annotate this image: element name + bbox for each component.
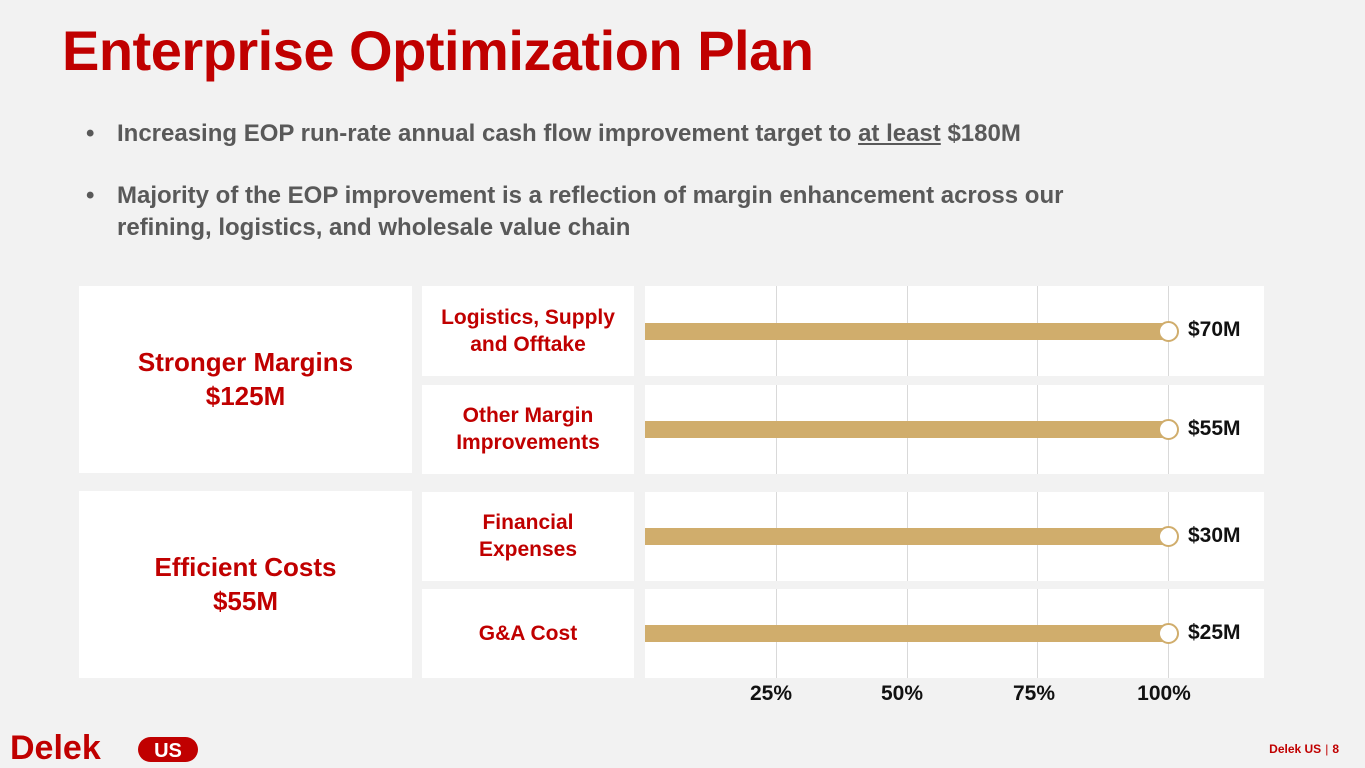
chart-row-logistics: $70M <box>645 286 1264 376</box>
bar-end-marker <box>1157 526 1179 547</box>
bullet-text-line2: refining, logistics, and wholesale value… <box>117 214 631 241</box>
bullet-text-before: Increasing EOP run-rate annual cash flow… <box>117 120 859 147</box>
bullet-item-target: • Increasing EOP run-rate annual cash fl… <box>86 118 1236 150</box>
category-name: Stronger Margins <box>137 347 354 377</box>
chart-row-ga: $25M <box>645 589 1264 678</box>
footer-company: Delek US <box>1269 742 1322 756</box>
bullet-list: • Increasing EOP run-rate annual cash fl… <box>86 118 1236 244</box>
page-number: 8 <box>1332 742 1339 756</box>
x-tick-label: 100% <box>1137 682 1191 705</box>
category-panel-margins: Stronger Margins $125M <box>79 286 412 473</box>
logo-badge-text: US <box>154 740 182 762</box>
category-amount: $125M <box>205 381 286 411</box>
bar-value-label: $70M <box>1188 318 1241 341</box>
bullet-text-underlined: at least <box>858 120 941 147</box>
bullet-text-line1: Majority of the EOP improvement is a ref… <box>117 182 1064 209</box>
chart-bar <box>645 625 1168 642</box>
bullet-glyph: • <box>86 120 95 147</box>
bullet-text-after: $180M <box>940 120 1021 147</box>
logo-badge <box>138 737 198 762</box>
item-label-line1: G&A Cost <box>478 622 578 645</box>
bar-end-marker <box>1157 623 1179 644</box>
bar-value-label: $55M <box>1188 416 1241 440</box>
chart-bar <box>645 322 1168 340</box>
x-tick-label: 50% <box>880 682 924 705</box>
bar-end-marker <box>1157 419 1179 440</box>
footer: Delek US | 8 <box>1269 742 1339 756</box>
item-label-line2: Expenses <box>478 538 578 561</box>
item-label-line1: Financial <box>482 511 574 534</box>
bar-end-marker <box>1157 320 1179 342</box>
delek-logo: Delek US <box>10 730 198 764</box>
chart-bar <box>645 421 1168 438</box>
item-panel-ga: G&A Cost <box>422 589 634 678</box>
item-panel-financial: Financial Expenses <box>422 492 634 581</box>
logo-text: Delek <box>10 730 101 764</box>
item-label-line2: Improvements <box>456 431 600 454</box>
chart-bar <box>645 528 1168 545</box>
category-amount: $55M <box>212 586 279 616</box>
item-panel-logistics: Logistics, Supply and Offtake <box>422 286 634 376</box>
bar-value-label: $30M <box>1188 523 1241 547</box>
bullet-glyph: • <box>86 182 95 209</box>
category-name: Efficient Costs <box>154 552 337 582</box>
x-tick-label: 25% <box>749 682 793 705</box>
bar-value-label: $25M <box>1188 620 1241 644</box>
x-tick-label: 75% <box>1012 682 1056 705</box>
item-label-line2: and Offtake <box>470 333 586 356</box>
bullet-item-majority: • Majority of the EOP improvement is a r… <box>86 180 1236 244</box>
category-panel-costs: Efficient Costs $55M <box>79 491 412 678</box>
page-title: Enterprise Optimization Plan <box>62 19 814 82</box>
item-label-line1: Other Margin <box>462 404 594 427</box>
footer-separator: | <box>1325 742 1329 756</box>
item-panel-other-margin: Other Margin Improvements <box>422 385 634 474</box>
chart-row-other-margin: $55M <box>645 385 1264 474</box>
chart-row-financial: $30M <box>645 492 1264 581</box>
item-label-line1: Logistics, Supply <box>441 306 615 329</box>
